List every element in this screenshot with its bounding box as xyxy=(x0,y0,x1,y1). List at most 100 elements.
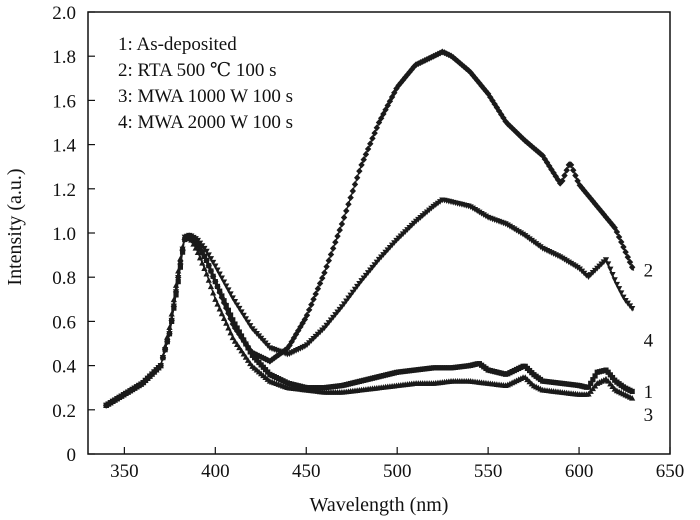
data-point xyxy=(373,124,381,132)
data-point xyxy=(615,286,623,292)
data-point xyxy=(629,394,636,401)
data-point xyxy=(578,184,586,192)
data-point xyxy=(615,233,623,241)
data-point xyxy=(214,283,221,291)
data-point xyxy=(528,142,535,150)
x-axis-title: Wavelength (nm) xyxy=(310,494,449,516)
data-point xyxy=(172,282,180,288)
data-point xyxy=(210,289,217,296)
data-point xyxy=(609,374,616,381)
data-point xyxy=(192,244,199,251)
y-tick-label: 0.6 xyxy=(52,312,76,333)
y-tick-label: 1.4 xyxy=(52,136,76,157)
legend: 1: As-deposited 2: RTA 500 ℃ 100 s 3: MW… xyxy=(118,34,293,133)
data-point xyxy=(572,172,579,179)
legend-entry-4: 4: MWA 2000 W 100 s xyxy=(118,112,293,133)
data-point xyxy=(303,311,311,319)
data-point xyxy=(570,166,577,174)
data-point xyxy=(343,207,350,215)
data-point xyxy=(491,100,498,108)
data-point xyxy=(225,310,232,317)
legend-entry-2: 2: RTA 500 ℃ 100 s xyxy=(118,60,276,81)
y-tick-label: 1.6 xyxy=(52,91,76,112)
data-point xyxy=(604,216,612,224)
data-point xyxy=(196,254,204,261)
data-point xyxy=(321,269,328,277)
data-point xyxy=(624,253,632,261)
data-point xyxy=(408,66,415,73)
data-point xyxy=(175,274,182,281)
data-point xyxy=(229,320,236,328)
data-point xyxy=(292,330,300,338)
data-point xyxy=(242,316,249,322)
data-point xyxy=(205,252,212,259)
y-tick-label: 0 xyxy=(67,445,77,466)
data-point xyxy=(506,122,514,130)
data-point xyxy=(234,341,241,347)
data-point xyxy=(177,255,184,262)
data-point xyxy=(602,213,610,221)
data-point xyxy=(236,330,243,338)
data-point xyxy=(157,363,164,369)
data-point xyxy=(205,277,212,283)
data-point xyxy=(216,288,223,296)
data-point xyxy=(380,110,387,118)
data-point xyxy=(524,139,531,147)
data-point xyxy=(613,281,620,288)
data-point xyxy=(305,306,313,314)
data-point xyxy=(611,277,618,283)
data-point xyxy=(590,377,596,383)
y-tick-label: 1.0 xyxy=(52,224,76,245)
data-point xyxy=(231,298,239,305)
data-point xyxy=(588,380,594,386)
data-point xyxy=(310,295,317,303)
data-point xyxy=(227,291,234,298)
data-point xyxy=(349,187,357,195)
series-layer: 1 2 3 4 xyxy=(102,48,654,426)
data-point xyxy=(364,145,372,153)
data-point xyxy=(563,166,570,174)
data-point xyxy=(550,169,557,177)
data-point xyxy=(242,354,249,360)
data-point xyxy=(244,319,252,326)
data-point xyxy=(613,228,621,236)
data-point xyxy=(548,166,555,173)
data-point xyxy=(212,263,219,270)
data-point xyxy=(316,279,324,287)
legend-entry-1: 1: As-deposited xyxy=(118,34,237,55)
data-point xyxy=(175,267,182,274)
data-point xyxy=(358,161,365,169)
data-point xyxy=(170,303,177,310)
data-point xyxy=(203,270,210,277)
data-point xyxy=(201,265,208,271)
data-point xyxy=(231,338,239,344)
series-4-line xyxy=(105,199,635,406)
data-point xyxy=(314,285,322,293)
data-point xyxy=(179,246,186,253)
data-point xyxy=(377,114,385,122)
data-point xyxy=(620,294,627,301)
tick-layer: 350 400 450 500 550 600 650 0 0.2 0.4 0.6 0.8 1.0 1.2… xyxy=(52,3,684,482)
data-point xyxy=(574,177,581,185)
data-point xyxy=(209,272,217,280)
data-point xyxy=(585,384,592,390)
data-point xyxy=(164,339,171,345)
data-point xyxy=(367,140,374,148)
data-point xyxy=(218,275,225,282)
data-point xyxy=(338,220,346,228)
data-point xyxy=(620,243,627,251)
series-3-label: 3 xyxy=(644,405,654,426)
data-point xyxy=(196,244,204,251)
data-point xyxy=(629,305,636,312)
data-point xyxy=(297,323,304,331)
data-point xyxy=(463,65,470,72)
data-point xyxy=(526,141,533,148)
data-point xyxy=(225,287,232,294)
data-point xyxy=(522,137,529,145)
data-point xyxy=(519,135,527,143)
x-tick-label: 550 xyxy=(474,461,503,482)
data-point xyxy=(356,167,363,175)
data-point xyxy=(340,214,348,221)
data-point xyxy=(609,271,616,278)
